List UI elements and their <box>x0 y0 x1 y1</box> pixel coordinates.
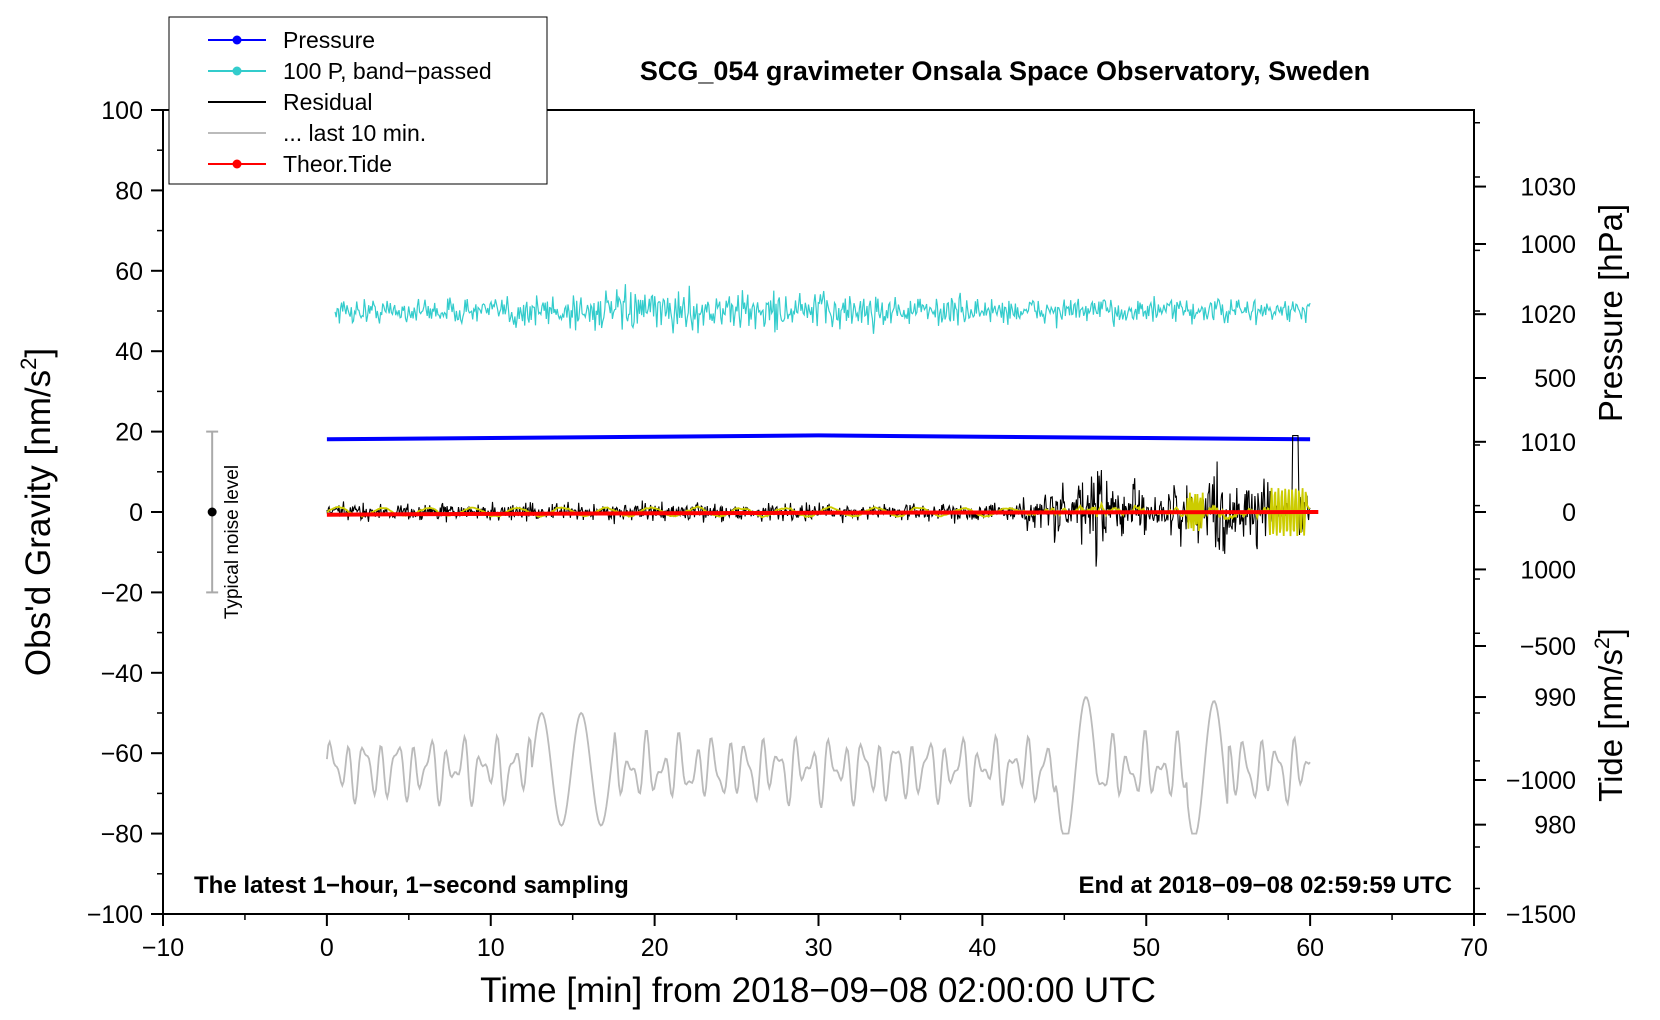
legend-label: Theor.Tide <box>283 151 392 177</box>
y-tick-label: −40 <box>101 660 143 688</box>
y-tick-label: −80 <box>101 821 143 849</box>
legend-label: Residual <box>283 89 373 115</box>
y-tick-label: −100 <box>87 901 143 929</box>
y-axis-label-tide: Tide [nm/s2] <box>1591 628 1629 802</box>
x-tick-label: 40 <box>968 934 996 962</box>
pressure-tick-label: 1020 <box>1520 301 1576 329</box>
y-axis-label-pressure: Pressure [hPa] <box>1592 204 1629 422</box>
tide-tick-label: 0 <box>1562 499 1576 527</box>
legend: Pressure 100 P, band−passed Residual ... la… <box>208 27 492 177</box>
y-tick-label: 40 <box>115 338 143 366</box>
tide-tick-label: −1000 <box>1506 767 1576 795</box>
tide-tick-label: −500 <box>1520 633 1576 661</box>
typical-noise-label: Typical noise level <box>222 465 243 619</box>
x-axis-ticks: −10 0 10 20 30 40 50 60 70 <box>142 914 1488 962</box>
tide-tick-label: 500 <box>1534 365 1576 393</box>
x-tick-label: 60 <box>1296 934 1324 962</box>
series-pressure-line <box>326 433 1311 442</box>
x-axis-label: Time [min] from 2018−09−08 02:00:00 UTC <box>480 971 1156 1010</box>
y-tick-label: 100 <box>101 97 143 125</box>
y-tick-label: 0 <box>129 499 143 527</box>
noise-bar-center-dot <box>207 507 217 517</box>
x-tick-label: 10 <box>477 934 505 962</box>
legend-label: 100 P, band−passed <box>283 58 492 84</box>
pressure-tick-label: 980 <box>1534 812 1576 840</box>
x-tick-label: 50 <box>1132 934 1160 962</box>
y-tick-label: −20 <box>101 579 143 607</box>
legend-marker <box>232 66 242 76</box>
y-axis-ticks: −100 −80 −60 −40 −20 0 20 40 60 80 100 <box>87 97 163 929</box>
series-theor-tide-line <box>326 510 1319 517</box>
legend-label: Pressure <box>283 27 375 53</box>
legend-marker <box>232 35 242 45</box>
pressure-tick-label: 1030 <box>1520 174 1576 202</box>
legend-label: ... last 10 min. <box>283 120 426 146</box>
series-band-passed-line <box>334 284 1311 334</box>
y-tick-label: 60 <box>115 258 143 286</box>
x-tick-label: −10 <box>142 934 184 962</box>
legend-box <box>168 16 548 185</box>
chart-title: SCG_054 gravimeter Onsala Space Observat… <box>640 56 1370 86</box>
pressure-axis-ticks: 980 990 1000 1010 1020 1030 <box>1474 122 1576 890</box>
pressure-tick-label: 990 <box>1534 684 1576 712</box>
series-residual-line <box>326 435 1311 567</box>
y-tick-label: 80 <box>115 177 143 205</box>
x-tick-label: 0 <box>320 934 334 962</box>
tide-tick-label: 1000 <box>1520 231 1576 259</box>
pressure-tick-label: 1000 <box>1520 556 1576 584</box>
x-tick-label: 70 <box>1460 934 1488 962</box>
tide-axis-ticks: −1500 −1000 −500 0 500 1000 <box>1474 176 1576 929</box>
tide-tick-label: −1500 <box>1506 901 1576 929</box>
annotation-sampling: The latest 1−hour, 1−second sampling <box>194 872 629 899</box>
legend-marker <box>232 159 242 169</box>
y-tick-label: −60 <box>101 740 143 768</box>
y-tick-label: 20 <box>115 419 143 447</box>
typical-noise-bar <box>206 430 219 594</box>
x-tick-label: 20 <box>641 934 669 962</box>
pressure-tick-label: 1010 <box>1520 429 1576 457</box>
y-axis-label-left: Obs'd Gravity [nm/s2] <box>16 348 58 676</box>
annotation-end-time: End at 2018−09−08 02:59:59 UTC <box>1078 872 1452 899</box>
series-last-10-min-line <box>326 696 1311 835</box>
x-tick-label: 30 <box>805 934 833 962</box>
